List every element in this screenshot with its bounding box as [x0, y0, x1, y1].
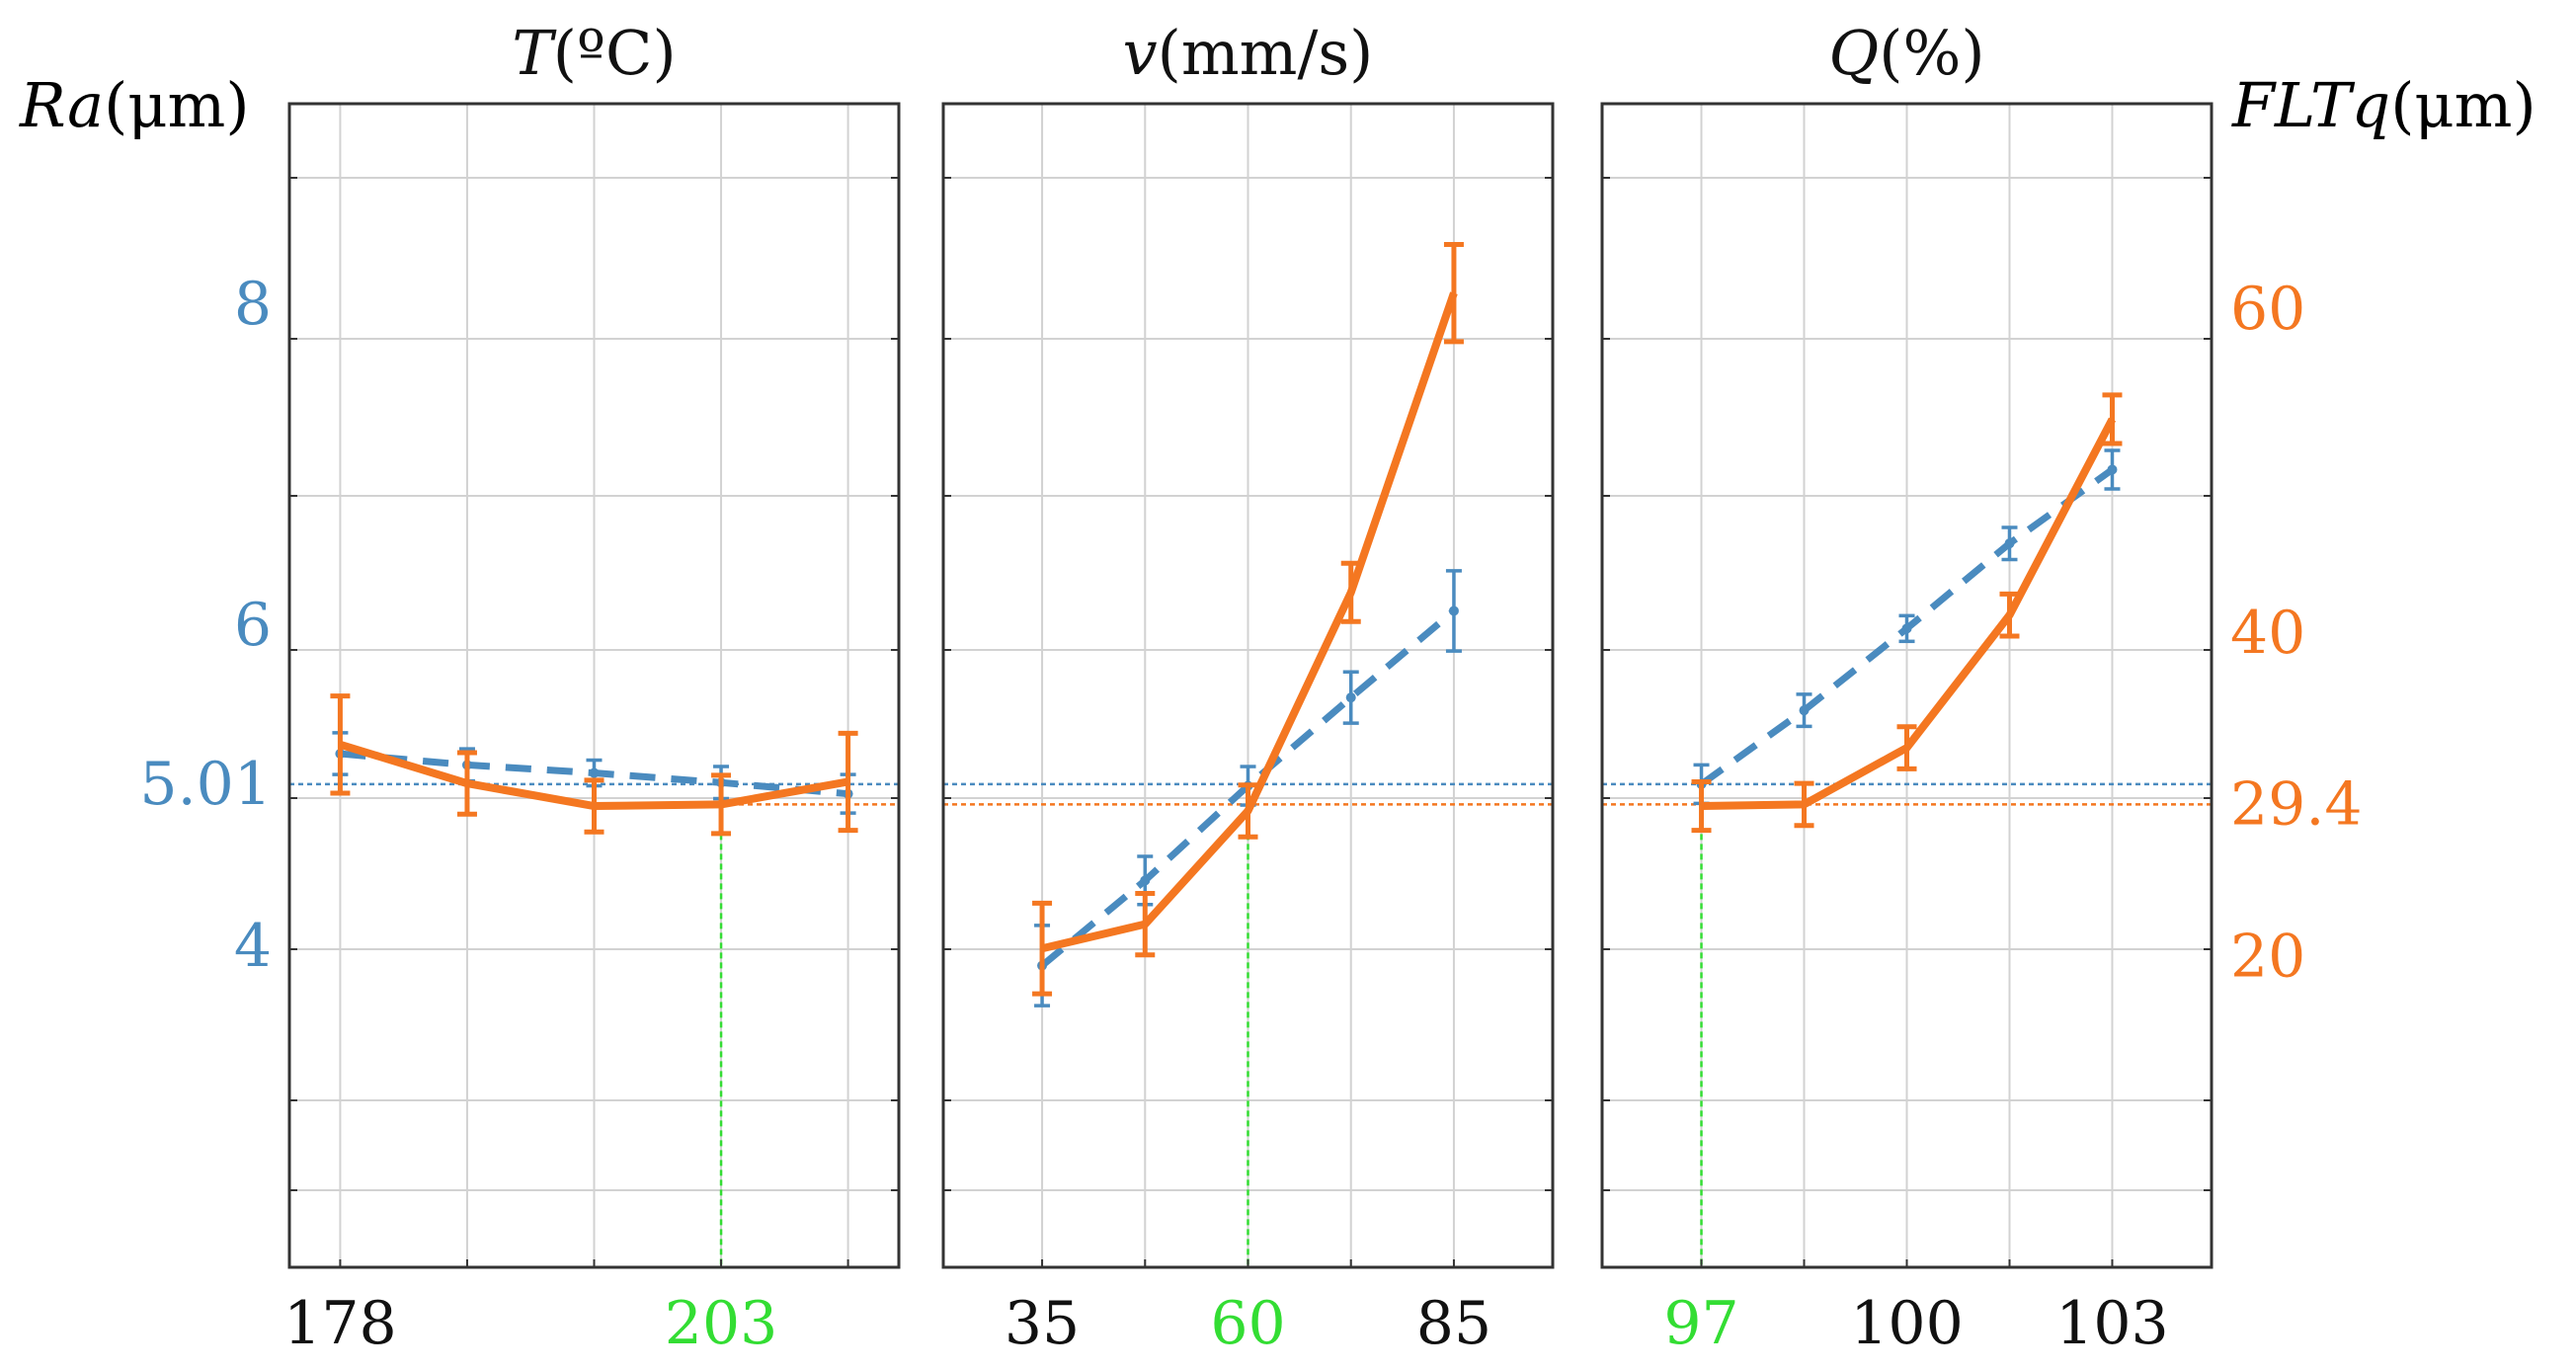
- fltq-errorbar: [1896, 724, 1917, 771]
- fltq-errorbar: [330, 693, 351, 796]
- panel-title-var: T: [512, 17, 557, 89]
- ra-data-point: [1448, 605, 1459, 616]
- x-tick-label: 97: [1663, 1289, 1738, 1358]
- fltq-errorbar: [1032, 900, 1053, 997]
- panel-title-var: Q: [1828, 17, 1879, 89]
- x-tick-label: 100: [1850, 1289, 1964, 1358]
- x-tick-label: 35: [1005, 1289, 1080, 1358]
- ra-tick-label: 5.01: [139, 750, 272, 819]
- left-axis-label: Ra(μm): [19, 69, 250, 141]
- fltq-tick-label: 20: [2230, 922, 2305, 991]
- left-axis-var: Ra: [19, 69, 104, 141]
- fltq-errorbar: [1238, 782, 1258, 840]
- ra-data-point: [589, 767, 600, 778]
- x-tick-label: 60: [1210, 1289, 1285, 1358]
- panel-title: Q(%): [1828, 17, 1984, 89]
- ra-data-point: [1140, 875, 1151, 886]
- ra-tick-label: 4: [234, 912, 272, 981]
- fltq-errorbar: [1794, 780, 1814, 829]
- ra-data-point: [2004, 538, 2015, 549]
- fltq-errorbar: [838, 730, 858, 834]
- fltq-errorbar: [1999, 591, 2020, 639]
- fltq-errorbar: [1340, 560, 1361, 624]
- panel-plot-area: [943, 104, 1553, 1267]
- ra-data-point: [2107, 464, 2118, 475]
- panel-frame: [1600, 102, 2214, 1269]
- fltq-tick-label: 60: [2230, 275, 2305, 344]
- fltq-errorbar: [1135, 891, 1156, 958]
- panel-title: v(mm/s): [1123, 17, 1374, 89]
- fltq-errorbar: [456, 750, 477, 817]
- panel-flow: Q(%) 97 100 103: [1600, 17, 2214, 1358]
- fltq-errorbar: [1443, 242, 1464, 345]
- right-axis-unit: (μm): [2390, 69, 2536, 141]
- panel-velocity: v(mm/s) 35 60 85: [941, 17, 1555, 1358]
- right-axis-var: FLTq: [2231, 69, 2390, 141]
- fltq-errorbar: [711, 772, 732, 837]
- panels: 4 5.01 6 8 20 29.4 40 60 T(ºC) 178 203 v(mm/s) 35 60 8…: [139, 17, 2362, 1358]
- ra-tick-label: 8: [234, 270, 272, 339]
- panel-title-unit: (ºC): [553, 17, 677, 89]
- panel-title-unit: (%): [1879, 17, 1984, 89]
- ra-data-point: [1901, 623, 1912, 634]
- panel-plot-area: [289, 104, 899, 1267]
- ra-data-point: [1799, 705, 1810, 716]
- fltq-errorbar: [584, 777, 604, 835]
- fltq-tick-label: 40: [2230, 599, 2305, 668]
- panel-frame: [941, 102, 1555, 1269]
- fltq-errorbar: [2102, 392, 2123, 446]
- panel-temperature: T(ºC) 178 203: [283, 17, 901, 1358]
- ra-tick-label: 6: [234, 591, 272, 660]
- right-axis-label: FLTq(μm): [2231, 69, 2536, 141]
- fltq-tick-label: 29.4: [2230, 769, 2363, 839]
- left-axis-unit: (μm): [104, 69, 249, 141]
- panel-title-var: v: [1123, 17, 1158, 89]
- ra-data-point: [1345, 692, 1356, 703]
- panel-frame: [287, 102, 901, 1269]
- x-tick-label: 178: [283, 1289, 397, 1358]
- fltq-errorbar: [1691, 778, 1712, 834]
- x-tick-label: 203: [665, 1289, 778, 1358]
- x-tick-label: 85: [1416, 1289, 1491, 1358]
- panel-title: T(ºC): [512, 17, 676, 89]
- panel-title-unit: (mm/s): [1158, 17, 1374, 89]
- panel-plot-area: [1602, 104, 2212, 1267]
- x-tick-label: 103: [2055, 1289, 2169, 1358]
